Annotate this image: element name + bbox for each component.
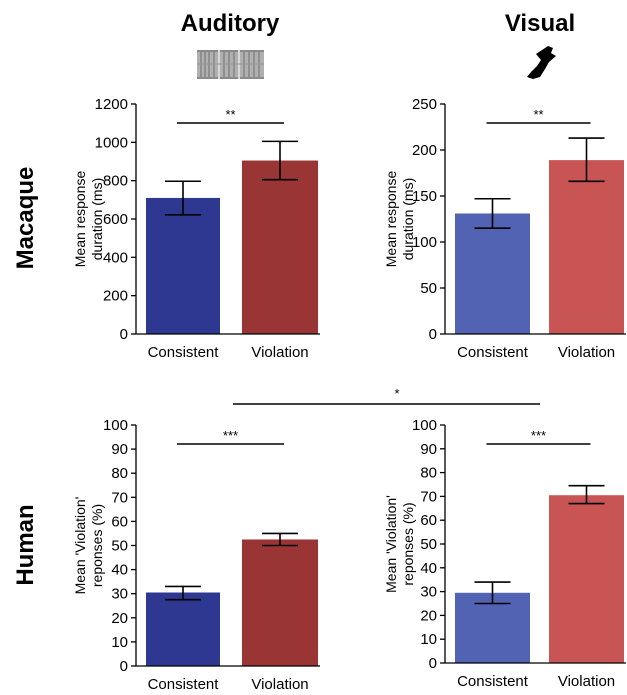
y-axis-label-line: Mean 'Violation'	[72, 497, 88, 595]
panel-human-visual: 0 10 20 30 40 50 60 70 80 90 100 Consistent Violatio…	[383, 417, 626, 690]
y-tick-label: 400	[103, 249, 128, 266]
error-bar-consistent	[474, 197, 511, 229]
y-tick-label: 0	[429, 655, 437, 672]
y-axis-label-line: Mean response	[72, 171, 88, 268]
y-axis-label-line: duration (ms)	[89, 178, 105, 260]
y-tick-label: 70	[111, 489, 128, 506]
y-tick-label: 90	[420, 441, 437, 458]
y-axis-label: Mean responseduration (ms)	[383, 171, 416, 268]
y-tick-label: 100	[412, 417, 437, 434]
bird-silhouette-icon	[527, 46, 556, 79]
y-tick-label: 10	[420, 631, 437, 648]
sound-waveform-icon	[197, 50, 264, 79]
error-bar-violation	[262, 140, 298, 181]
x-category-label-violation: Violation	[251, 676, 308, 693]
row-title-macaque: Macaque	[12, 167, 39, 270]
error-bar-consistent	[165, 180, 201, 216]
y-tick-label: 250	[412, 96, 437, 113]
y-tick-label: 1000	[95, 134, 128, 151]
x-category-label-consistent: Consistent	[148, 344, 220, 361]
panel-macaque-visual: 0 50 100 150 200 250 Consistent Violation Mean r…	[383, 96, 626, 361]
y-tick-label: 80	[420, 465, 437, 482]
y-axis-label-line: duration (ms)	[400, 178, 416, 260]
y-axis-label: Mean 'Violation'reponses (%)	[383, 495, 416, 593]
y-tick-label: 0	[429, 326, 437, 343]
significance-marker: ***	[223, 428, 238, 443]
y-tick-label: 30	[420, 584, 437, 601]
x-category-label-violation: Violation	[558, 673, 615, 690]
bar-consistent	[455, 592, 530, 663]
y-tick-label: 0	[120, 326, 128, 343]
y-tick-label: 50	[420, 280, 437, 297]
bar-violation	[549, 160, 624, 334]
x-category-label-violation: Violation	[558, 344, 615, 361]
y-tick-label: 10	[111, 634, 128, 651]
bar-violation	[549, 495, 624, 663]
significance-marker: **	[533, 107, 543, 122]
significance-marker: **	[225, 107, 235, 122]
y-tick-label: 60	[420, 512, 437, 529]
y-tick-label: 600	[103, 211, 128, 228]
y-tick-label: 150	[412, 188, 437, 205]
bar-consistent	[146, 197, 220, 334]
y-tick-label: 80	[111, 465, 128, 482]
column-title-auditory: Auditory	[181, 10, 280, 37]
y-tick-label: 0	[120, 658, 128, 675]
y-tick-label: 20	[111, 610, 128, 627]
x-category-label-consistent: Consistent	[457, 673, 529, 690]
y-tick-label: 60	[111, 513, 128, 530]
cross-significance-marker: *	[394, 386, 399, 401]
error-bar-violation	[568, 137, 605, 183]
y-tick-label: 30	[111, 586, 128, 603]
y-tick-label: 200	[103, 288, 128, 305]
significance-marker: ***	[531, 428, 546, 443]
y-tick-label: 40	[111, 562, 128, 579]
y-tick-label: 100	[103, 417, 128, 434]
y-tick-label: 20	[420, 607, 437, 624]
y-axis-label-line: Mean 'Violation'	[383, 495, 399, 593]
y-axis-label-line: reponses (%)	[89, 504, 105, 587]
y-tick-label: 50	[420, 536, 437, 553]
row-title-human: Human	[12, 504, 39, 585]
y-axis-label: Mean 'Violation'reponses (%)	[72, 497, 105, 595]
y-axis-label-line: reponses (%)	[400, 502, 416, 585]
y-tick-label: 70	[420, 488, 437, 505]
error-bar-consistent	[474, 581, 511, 605]
bar-violation	[242, 160, 318, 334]
y-tick-label: 50	[111, 538, 128, 555]
x-category-label-consistent: Consistent	[457, 344, 529, 361]
error-bar-violation	[262, 532, 298, 547]
y-axis-label-line: Mean response	[383, 171, 399, 268]
error-bar-violation	[568, 484, 605, 505]
y-tick-label: 40	[420, 560, 437, 577]
error-bar-consistent	[165, 585, 201, 601]
y-axis-label: Mean responseduration (ms)	[72, 171, 105, 268]
panel-macaque-auditory: 0 200 400 600 800 1000 1200 Consistent Violation…	[72, 96, 320, 361]
y-tick-label: 1200	[95, 96, 128, 113]
x-category-label-consistent: Consistent	[148, 676, 220, 693]
y-tick-label: 200	[412, 142, 437, 159]
y-tick-label: 100	[412, 234, 437, 251]
column-title-visual: Visual	[505, 10, 575, 37]
bar-violation	[242, 539, 318, 666]
bar-consistent	[455, 213, 530, 334]
y-tick-label: 800	[103, 173, 128, 190]
panel-human-auditory: 0 10 20 30 40 50 60 70 80 90 100 Consistent Violatio…	[72, 417, 320, 693]
y-tick-label: 90	[111, 441, 128, 458]
bar-consistent	[146, 592, 220, 666]
x-category-label-violation: Violation	[251, 344, 308, 361]
